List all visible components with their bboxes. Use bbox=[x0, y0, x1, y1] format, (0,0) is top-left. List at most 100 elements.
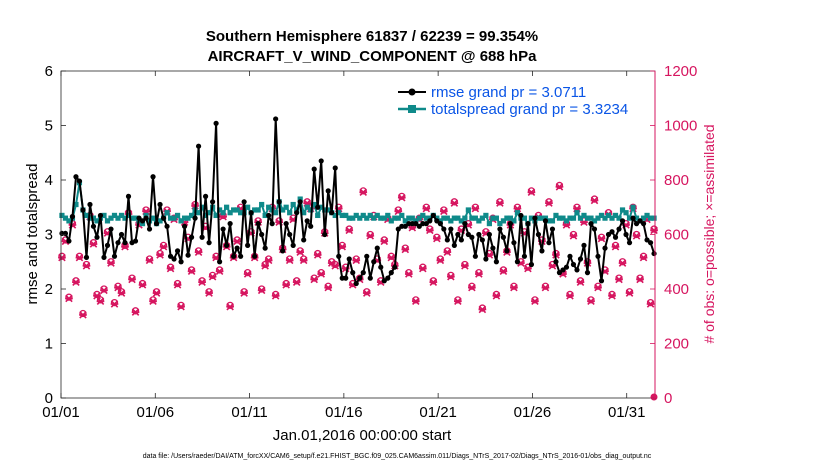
spread-point bbox=[381, 215, 387, 221]
spread-point bbox=[83, 212, 90, 219]
obs-possible-point bbox=[145, 255, 154, 263]
rmse-point bbox=[209, 199, 216, 205]
obs-assimilated-point bbox=[338, 242, 347, 251]
obs-assimilated-point bbox=[594, 283, 602, 292]
rmse-point bbox=[476, 231, 482, 238]
spread-point bbox=[553, 212, 559, 219]
spread-point bbox=[465, 207, 471, 213]
spread-point bbox=[399, 212, 405, 219]
line-layer bbox=[59, 116, 657, 287]
obs-assimilated-point bbox=[149, 297, 157, 306]
y-right-tick-label: 600 bbox=[664, 227, 689, 244]
spread-point bbox=[150, 215, 156, 221]
spread-point bbox=[563, 218, 570, 224]
obs-possible-point bbox=[468, 282, 476, 290]
rmse-point bbox=[220, 226, 226, 232]
spread-point bbox=[301, 210, 307, 216]
spread-point bbox=[367, 212, 373, 219]
rmse-point bbox=[434, 218, 440, 224]
rmse-point bbox=[111, 253, 118, 259]
rmse-point bbox=[80, 207, 86, 213]
spread-point bbox=[213, 212, 219, 219]
rmse-point bbox=[283, 221, 289, 227]
obs-assimilated-point bbox=[121, 242, 129, 251]
obs-possible-point bbox=[615, 274, 623, 282]
spread-point bbox=[647, 215, 654, 221]
legend: rmse grand pr = 3.0711 totalspread grand… bbox=[398, 84, 628, 118]
obs-assimilated-point bbox=[362, 289, 371, 297]
obs-possible-point bbox=[422, 203, 430, 211]
spread-point bbox=[507, 215, 514, 221]
spread-point bbox=[118, 212, 125, 219]
spread-point bbox=[560, 215, 566, 221]
spread-point bbox=[546, 218, 552, 224]
rmse-point bbox=[448, 226, 454, 232]
spread-point bbox=[255, 207, 261, 213]
spread-point bbox=[188, 212, 195, 219]
obs-assimilated-point bbox=[317, 270, 326, 278]
y-left-tick-label: 5 bbox=[45, 118, 53, 135]
obs-possible-point bbox=[107, 258, 115, 266]
obs-assimilated-point bbox=[58, 253, 66, 262]
spread-point bbox=[640, 215, 647, 221]
spread-point bbox=[633, 215, 640, 221]
rmse-point bbox=[584, 270, 591, 276]
obs-possible-point bbox=[405, 268, 413, 277]
spread-point bbox=[62, 215, 69, 221]
rmse-point bbox=[563, 264, 570, 270]
obs-assimilated-point bbox=[226, 302, 234, 311]
spread-point bbox=[181, 215, 188, 221]
rmse-point bbox=[343, 275, 349, 281]
rmse-point bbox=[395, 226, 401, 232]
spread-point bbox=[588, 215, 594, 221]
rmse-point bbox=[115, 240, 121, 246]
spread-point bbox=[167, 215, 174, 221]
obs-assimilated-point bbox=[545, 199, 553, 207]
obs-possible-point bbox=[149, 296, 157, 304]
rmse-point bbox=[132, 238, 139, 244]
rmse-point bbox=[304, 218, 310, 224]
obs-possible-point bbox=[461, 260, 469, 269]
spread-point bbox=[217, 207, 223, 213]
obs-assimilated-point bbox=[117, 289, 126, 297]
obs-possible-point bbox=[58, 252, 66, 260]
spread-point bbox=[437, 218, 443, 224]
spread-point bbox=[287, 210, 293, 216]
obs-assimilated-point bbox=[152, 289, 161, 297]
obs-assimilated-point bbox=[541, 283, 550, 292]
spread-point bbox=[143, 212, 149, 219]
obs-assimilated-point bbox=[569, 232, 578, 240]
spread-point bbox=[623, 210, 629, 216]
obs-possible-point bbox=[496, 198, 504, 206]
spread-point bbox=[521, 215, 528, 221]
rmse-point bbox=[605, 231, 612, 238]
obs-possible-point bbox=[194, 247, 203, 255]
y-right-tick-label: 200 bbox=[664, 336, 689, 353]
spread-point bbox=[238, 210, 244, 216]
obs-possible-point bbox=[265, 255, 273, 263]
obs-possible-point bbox=[639, 252, 648, 260]
spread-point bbox=[259, 201, 265, 208]
obs-possible-point bbox=[310, 274, 318, 282]
spread-point bbox=[455, 215, 461, 221]
obs-possible-point bbox=[177, 301, 185, 310]
rmse-point bbox=[290, 242, 296, 248]
rmse-point bbox=[514, 259, 521, 265]
rmse-point bbox=[280, 248, 286, 254]
x-axis-label: Jan.01,2016 00:00:00 start bbox=[273, 427, 452, 444]
obs-possible-point bbox=[82, 260, 91, 269]
rmse-point bbox=[507, 221, 514, 227]
spread-point bbox=[311, 201, 317, 208]
rmse-point bbox=[318, 158, 324, 164]
obs-possible-point bbox=[272, 290, 280, 299]
rmse-point bbox=[94, 234, 100, 240]
obs-assimilated-point bbox=[173, 281, 182, 289]
rmse-point bbox=[504, 248, 510, 254]
spread-point bbox=[535, 215, 542, 221]
rmse-point bbox=[378, 264, 384, 270]
rmse-point bbox=[206, 240, 212, 246]
obs-possible-point bbox=[531, 296, 539, 304]
rmse-point bbox=[430, 212, 436, 219]
obs-possible-point bbox=[72, 277, 80, 285]
spread-point bbox=[104, 218, 111, 224]
